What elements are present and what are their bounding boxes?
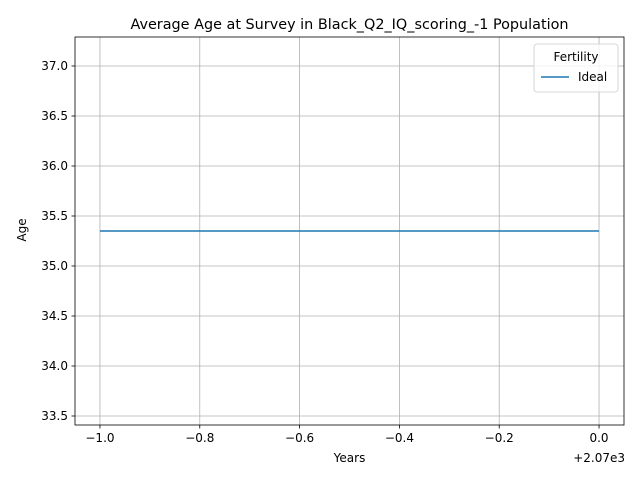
x-axis-offset-label: +2.07e3 — [573, 451, 625, 465]
legend-title: Fertility — [553, 50, 598, 64]
x-tick-label: 0.0 — [589, 431, 608, 445]
legend-label-ideal: Ideal — [578, 70, 607, 84]
chart-title: Average Age at Survey in Black_Q2_IQ_sco… — [130, 17, 568, 33]
x-tick-label: −1.0 — [85, 431, 114, 445]
y-axis-label: Age — [15, 218, 29, 241]
x-tick-label: −0.2 — [485, 431, 514, 445]
y-tick-label: 34.0 — [41, 359, 68, 373]
legend: Fertility Ideal — [533, 43, 619, 93]
y-tick-label: 35.0 — [41, 259, 68, 273]
x-axis-label: Years — [333, 451, 366, 465]
x-tick-label: −0.6 — [285, 431, 314, 445]
y-tick-label: 33.5 — [41, 409, 68, 423]
x-axis: −1.0 −0.8 −0.6 −0.4 −0.2 0.0 — [85, 425, 609, 445]
legend-box — [533, 43, 619, 93]
y-axis: 33.5 34.0 34.5 35.0 35.5 36.0 36.5 37.0 — [41, 59, 75, 423]
y-tick-label: 37.0 — [41, 59, 68, 73]
x-tick-label: −0.8 — [185, 431, 214, 445]
y-tick-label: 34.5 — [41, 309, 68, 323]
y-tick-label: 35.5 — [41, 209, 68, 223]
plot-frame — [74, 36, 625, 426]
y-tick-label: 36.0 — [41, 159, 68, 173]
y-tick-label: 36.5 — [41, 109, 68, 123]
x-tick-label: −0.4 — [385, 431, 414, 445]
